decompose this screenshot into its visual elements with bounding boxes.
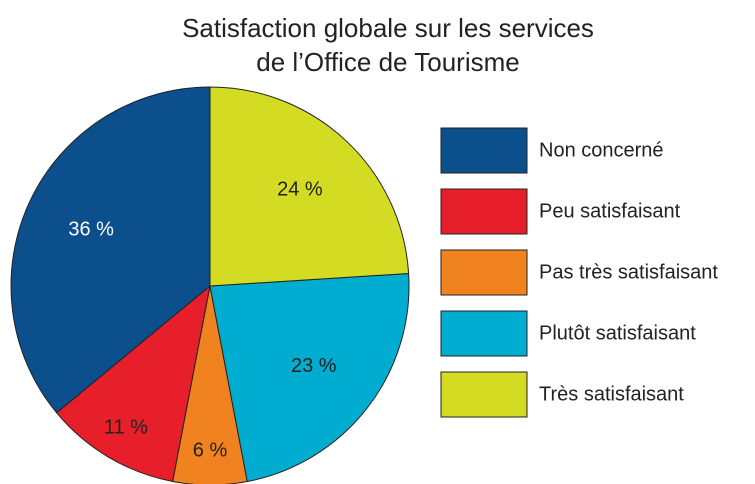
data-label: 24 % bbox=[277, 179, 323, 201]
data-label: 36 % bbox=[68, 218, 114, 240]
legend-label: Peu satisfaisant bbox=[539, 200, 681, 222]
legend-label: Non concerné bbox=[539, 139, 664, 161]
legend-label: Pas très satisfaisant bbox=[539, 261, 718, 283]
data-label: 23 % bbox=[291, 355, 337, 377]
pie-slice bbox=[209, 86, 410, 287]
legend-swatch bbox=[440, 310, 528, 357]
chart-title: de l’Office de Tourisme bbox=[256, 47, 520, 77]
pie-slice bbox=[209, 272, 410, 483]
pie-slice bbox=[10, 86, 211, 414]
data-label: 6 % bbox=[193, 439, 228, 461]
legend-label: Plutôt satisfaisant bbox=[539, 322, 696, 344]
legend-label: Très satisfaisant bbox=[539, 383, 684, 405]
legend-swatch bbox=[440, 127, 528, 174]
legend-swatch bbox=[440, 371, 528, 418]
legend-swatch bbox=[440, 249, 528, 296]
chart-title: Satisfaction globale sur les services bbox=[182, 13, 594, 43]
legend-swatch bbox=[440, 188, 528, 235]
pie-slice bbox=[55, 284, 211, 483]
data-label: 11 % bbox=[104, 416, 148, 438]
